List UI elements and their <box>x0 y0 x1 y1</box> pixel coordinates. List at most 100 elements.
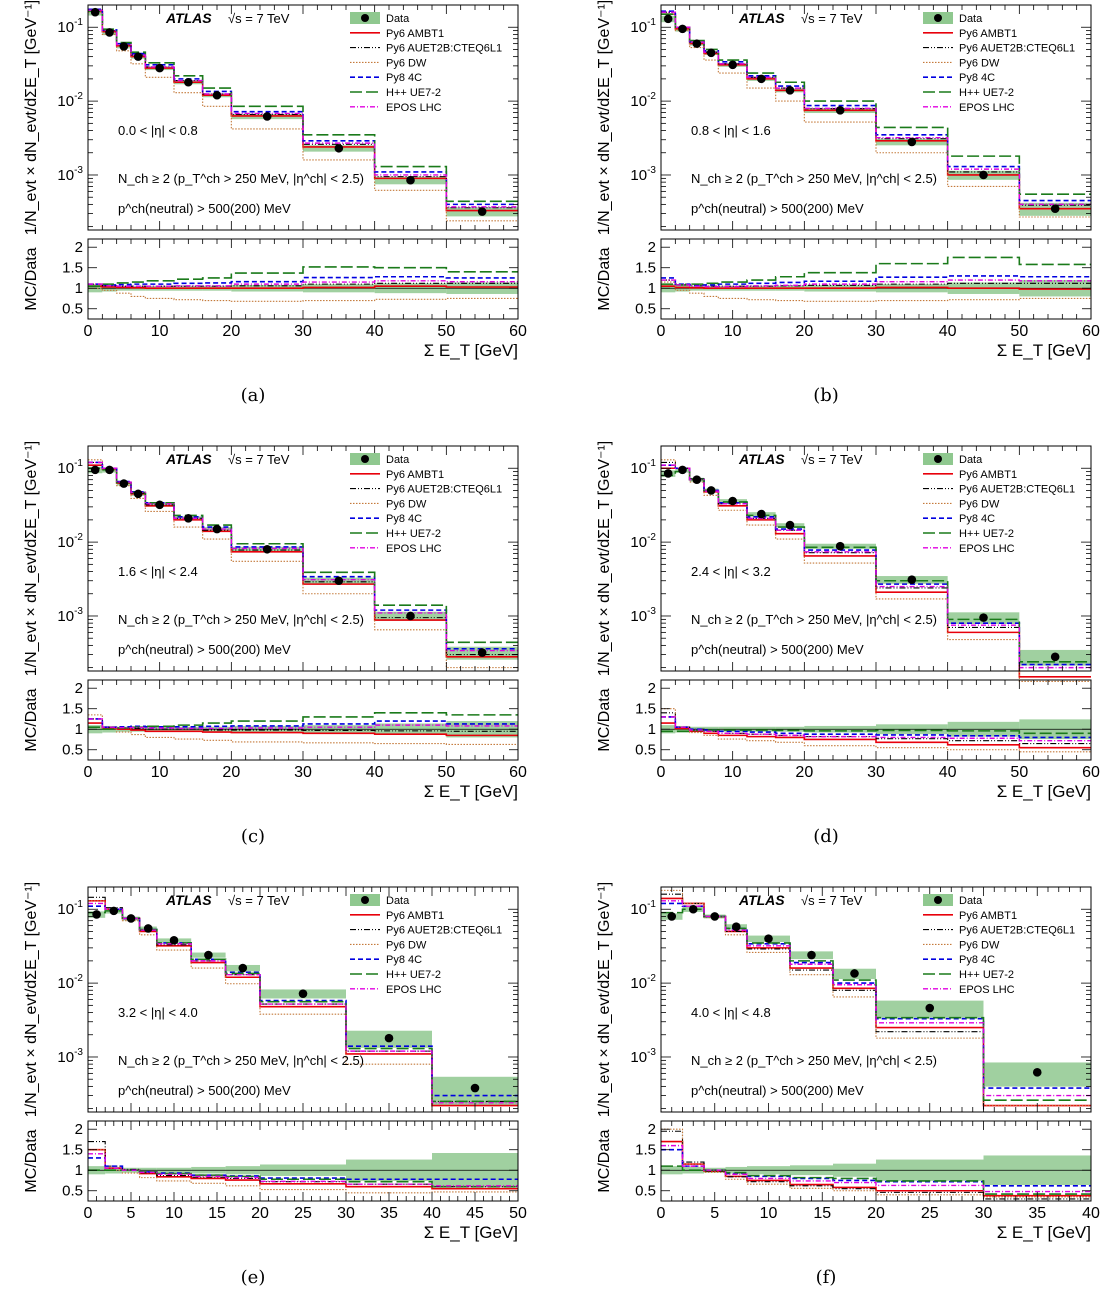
ratio-axis-title: MC/Data <box>596 688 613 751</box>
legend-label: H++ UE7-2 <box>386 87 441 99</box>
x-tick-label: 30 <box>337 1205 355 1222</box>
eta-range-label: 1.6 < |η| < 2.4 <box>118 564 198 579</box>
ratio-tick-label: 0.5 <box>635 301 656 318</box>
x-tick-label: 50 <box>509 1205 527 1222</box>
ratio-tick-label: 1.5 <box>635 1142 656 1159</box>
y-tick-label: 10-3 <box>57 606 83 625</box>
data-point <box>334 576 344 586</box>
selection-label-2: p^ch(neutral) > 500(200) MeV <box>691 201 864 216</box>
data-point <box>119 42 129 51</box>
chart-panel-b: 0 10 20 30 40 50 60 10-3 10-2 10-1 0.5 1 1.5 2 1/N_evt… <box>596 0 1100 360</box>
x-tick-label: 10 <box>760 1205 778 1222</box>
data-point <box>298 989 308 998</box>
chart-panel-e: 0 5 10 15 20 25 30 35 40 45 50 10-3 10-2 10-1 0.5 1 1.5 2… <box>23 882 527 1242</box>
energy-label: √s = 7 TeV <box>801 452 863 467</box>
ratio-tick-label: 0.5 <box>635 742 656 759</box>
ratio-tick-label: 0.5 <box>635 1183 656 1200</box>
model-line-ratio <box>88 1153 518 1187</box>
legend-label: Py6 AUET2B:CTEQ6L1 <box>386 484 502 496</box>
ratio-tick-label: 2 <box>75 1121 83 1138</box>
selection-label-1: N_ch ≥ 2 (p_T^ch > 250 MeV, |η^ch| < 2.5… <box>118 1053 364 1068</box>
data-point <box>262 112 272 121</box>
legend-label: EPOS LHC <box>386 984 442 996</box>
y-tick-label: 10-1 <box>57 17 83 36</box>
legend-label: Py6 AUET2B:CTEQ6L1 <box>959 484 1075 496</box>
model-line-main <box>661 900 1091 1097</box>
legend-label: Data <box>386 895 410 907</box>
x-tick-label: 20 <box>795 764 813 781</box>
y-tick-label: 10-2 <box>57 91 83 110</box>
model-line-ratio <box>88 718 518 732</box>
x-tick-label: 25 <box>921 1205 939 1222</box>
panel-caption: (f) <box>816 1267 837 1288</box>
data-point <box>143 924 153 933</box>
ratio-tick-label: 2 <box>648 1121 656 1138</box>
model-line-main <box>88 902 518 1104</box>
ratio-tick-label: 0.5 <box>62 742 83 759</box>
data-point <box>678 24 687 34</box>
model-line-ratio <box>661 285 1091 290</box>
data-point <box>119 479 129 488</box>
model-line-ratio <box>661 1148 1091 1187</box>
data-point <box>169 935 179 945</box>
data-point <box>785 86 795 95</box>
x-tick-label: 35 <box>380 1205 398 1222</box>
data-point <box>764 934 773 943</box>
data-point <box>105 28 114 37</box>
selection-label-1: N_ch ≥ 2 (p_T^ch > 250 MeV, |η^ch| < 2.5… <box>118 171 364 186</box>
data-point <box>204 950 213 960</box>
x-tick-label: 20 <box>222 323 240 340</box>
experiment-label: ATLAS <box>738 451 785 467</box>
x-tick-label: 20 <box>251 1205 269 1222</box>
x-tick-label: 60 <box>509 764 527 781</box>
energy-label: √s = 7 TeV <box>228 11 290 26</box>
data-point <box>663 469 673 478</box>
selection-label-2: p^ch(neutral) > 500(200) MeV <box>118 201 291 216</box>
x-tick-label: 50 <box>1010 764 1028 781</box>
eta-range-label: 3.2 < |η| < 4.0 <box>118 1005 198 1020</box>
ratio-axis-title: MC/Data <box>23 1129 40 1192</box>
ratio-axis-title: MC/Data <box>23 688 40 751</box>
ratio-tick-label: 1.5 <box>62 260 83 277</box>
x-tick-label: 60 <box>1082 323 1100 340</box>
model-line-ratio <box>661 1165 1091 1195</box>
ratio-tick-label: 0.5 <box>62 301 83 318</box>
data-point <box>688 904 698 914</box>
legend-label: Py8 4C <box>386 72 422 84</box>
data-point <box>184 514 193 523</box>
legend-label: EPOS LHC <box>386 102 442 114</box>
x-tick-label: 10 <box>165 1205 183 1222</box>
x-tick-label: 50 <box>437 764 455 781</box>
x-tick-label: 15 <box>813 1205 831 1222</box>
legend-label: EPOS LHC <box>959 543 1015 555</box>
model-line-ratio <box>661 729 1091 735</box>
x-tick-label: 40 <box>1082 1205 1100 1222</box>
ratio-tick-label: 1 <box>648 280 656 297</box>
x-tick-label: 30 <box>294 323 312 340</box>
ratio-tick-label: 2 <box>648 239 656 256</box>
data-point <box>406 611 415 621</box>
y-tick-label: 10-2 <box>57 532 83 551</box>
model-line-ratio <box>88 285 518 290</box>
model-line-ratio <box>661 716 1091 739</box>
data-point <box>663 14 673 24</box>
ratio-tick-label: 1 <box>75 280 83 297</box>
x-axis-title: Σ E_T [GeV] <box>424 1223 518 1242</box>
data-point <box>850 969 859 978</box>
x-tick-label: 10 <box>724 764 742 781</box>
legend-label: Py6 AUET2B:CTEQ6L1 <box>386 43 502 55</box>
x-tick-label: 50 <box>437 323 455 340</box>
model-line-ratio <box>661 1140 1091 1197</box>
model-line-ratio <box>661 256 1091 286</box>
panel-caption: (a) <box>241 385 266 406</box>
x-tick-label: 30 <box>867 323 885 340</box>
legend-label: H++ UE7-2 <box>959 969 1014 981</box>
legend-label: Data <box>959 454 983 466</box>
y-axis-title: 1/N_evt × dN_evt/dΣE_T [GeV⁻¹] <box>23 0 40 235</box>
model-line-ratio <box>661 281 1091 302</box>
x-tick-label: 5 <box>710 1205 719 1222</box>
legend-label: H++ UE7-2 <box>959 87 1014 99</box>
data-point <box>155 500 164 510</box>
legend-label: Data <box>959 13 983 25</box>
